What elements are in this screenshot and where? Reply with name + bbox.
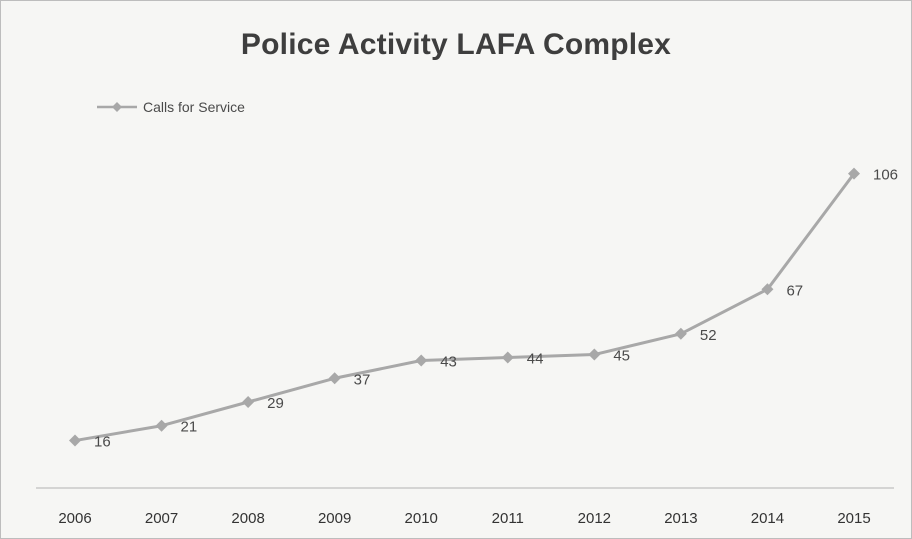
x-tick-label: 2009 [318,510,351,527]
data-point [501,351,514,364]
chart-title: Police Activity LAFA Complex [240,28,672,61]
data-label: 106 [873,167,898,184]
data-point [674,327,687,340]
legend: Calls for Service [95,97,245,117]
data-label: 21 [181,419,198,436]
data-point [588,348,601,361]
data-label: 16 [94,434,111,451]
series-line [73,172,856,443]
data-label: 43 [440,353,457,370]
x-tick-label: 2012 [578,510,611,527]
data-point [69,434,81,447]
data-label: 37 [354,371,371,388]
data-label: 67 [786,282,803,299]
data-label: 29 [267,395,284,412]
x-tick-label: 2011 [492,510,524,527]
legend-swatch [97,102,137,112]
data-label: 52 [700,327,717,344]
x-tick-label: 2007 [145,510,178,527]
x-tick-label: 2015 [837,510,870,527]
x-tick-label: 2006 [58,510,91,527]
x-tick-label: 2010 [405,510,438,527]
data-point [328,372,341,385]
data-point [761,283,774,296]
x-tick-label: 2008 [231,510,264,527]
data-point [155,419,168,432]
data-label: 45 [613,348,630,365]
data-point [415,354,428,367]
data-point [848,167,860,180]
data-label: 44 [527,351,544,368]
data-point [242,396,255,408]
x-tick-label: 2014 [751,510,784,527]
x-tick-label: 2013 [664,510,697,527]
legend-label: Calls for Service [143,99,245,115]
